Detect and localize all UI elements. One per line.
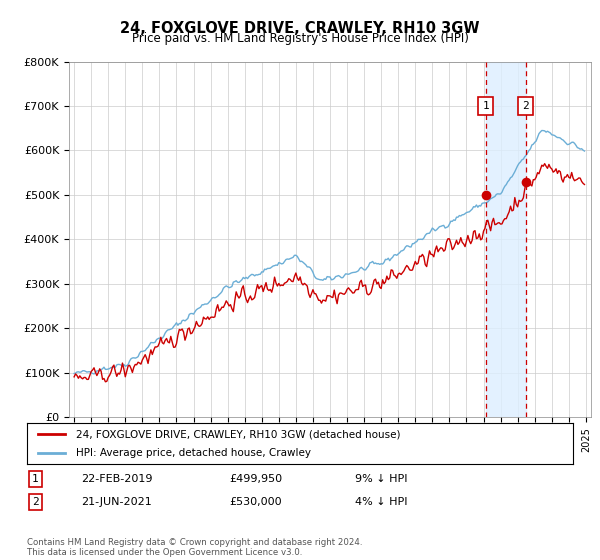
Text: 1: 1 <box>32 474 38 484</box>
Text: 1: 1 <box>482 101 489 111</box>
Text: HPI: Average price, detached house, Crawley: HPI: Average price, detached house, Craw… <box>76 448 311 458</box>
Text: £530,000: £530,000 <box>229 497 281 507</box>
Text: 24, FOXGLOVE DRIVE, CRAWLEY, RH10 3GW (detached house): 24, FOXGLOVE DRIVE, CRAWLEY, RH10 3GW (d… <box>76 430 401 439</box>
Text: £499,950: £499,950 <box>229 474 282 484</box>
Text: 24, FOXGLOVE DRIVE, CRAWLEY, RH10 3GW: 24, FOXGLOVE DRIVE, CRAWLEY, RH10 3GW <box>120 21 480 36</box>
Text: 2: 2 <box>522 101 529 111</box>
Text: Contains HM Land Registry data © Crown copyright and database right 2024.
This d: Contains HM Land Registry data © Crown c… <box>27 538 362 557</box>
Text: 4% ↓ HPI: 4% ↓ HPI <box>355 497 407 507</box>
Text: Price paid vs. HM Land Registry's House Price Index (HPI): Price paid vs. HM Land Registry's House … <box>131 32 469 45</box>
Bar <box>486 62 526 417</box>
Text: 21-JUN-2021: 21-JUN-2021 <box>82 497 152 507</box>
Text: 9% ↓ HPI: 9% ↓ HPI <box>355 474 407 484</box>
Text: 2: 2 <box>32 497 38 507</box>
Text: 22-FEB-2019: 22-FEB-2019 <box>82 474 153 484</box>
